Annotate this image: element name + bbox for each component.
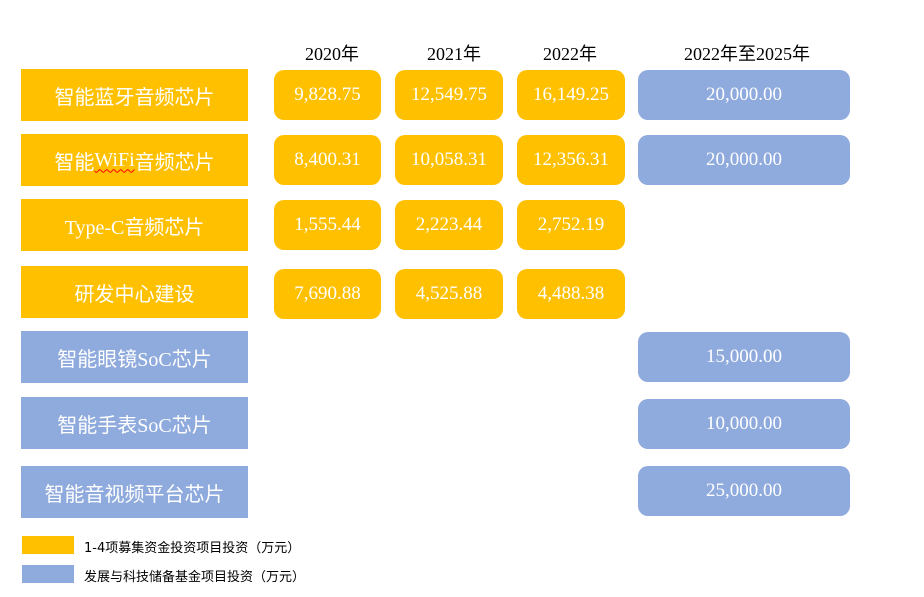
cell-typec-2021: 2,223.44 [395, 200, 503, 250]
cell-rd-2022: 4,488.38 [517, 269, 625, 319]
cell-wifi-2022-2025: 20,000.00 [638, 135, 850, 185]
row-label-watch-soc: 智能手表SoC芯片 [21, 397, 248, 449]
cell-rd-2020: 7,690.88 [274, 269, 381, 319]
cell-rd-2021: 4,525.88 [395, 269, 503, 319]
cell-watch-2022-2025: 10,000.00 [638, 399, 850, 449]
cell-wifi-2021: 10,058.31 [395, 135, 503, 185]
legend-label-fundraising: 1-4项募集资金投资项目投资（万元） [84, 541, 301, 556]
row-label-wifi-post: 音频芯片 [134, 151, 215, 174]
row-label-av-platform-chip: 智能音视频平台芯片 [21, 466, 248, 518]
cell-glasses-2022-2025: 15,000.00 [638, 332, 850, 382]
legend-swatch-fundraising [22, 536, 74, 554]
cell-av-2022-2025: 25,000.00 [638, 466, 850, 516]
cell-bluetooth-2021: 12,549.75 [395, 70, 503, 120]
row-label-rd-center: 研发中心建设 [21, 266, 248, 318]
cell-bluetooth-2022: 16,149.25 [517, 70, 625, 120]
year-header-2022-2025: 2022年至2025年 [684, 44, 810, 64]
legend-swatch-reserve-fund [22, 565, 74, 583]
cell-typec-2022: 2,752.19 [517, 200, 625, 250]
row-label-wifi-audio-chip: 智能 WiFi 音频芯片 [21, 134, 248, 186]
cell-bluetooth-2022-2025: 20,000.00 [638, 70, 850, 120]
row-label-bluetooth-audio-chip: 智能蓝牙音频芯片 [21, 69, 248, 121]
row-label-wifi-mid: WiFi [94, 148, 135, 171]
year-header-2020: 2020年 [305, 44, 359, 64]
cell-wifi-2020: 8,400.31 [274, 135, 381, 185]
row-label-wifi-pre: 智能 [54, 151, 95, 174]
legend-label-reserve-fund: 发展与科技储备基金项目投资（万元） [84, 570, 306, 585]
cell-bluetooth-2020: 9,828.75 [274, 70, 381, 120]
row-label-typec-audio-chip: Type-C音频芯片 [21, 199, 248, 251]
year-header-2022: 2022年 [543, 44, 597, 64]
cell-wifi-2022: 12,356.31 [517, 135, 625, 185]
cell-typec-2020: 1,555.44 [274, 200, 381, 250]
year-header-2021: 2021年 [427, 44, 481, 64]
row-label-glasses-soc: 智能眼镜SoC芯片 [21, 331, 248, 383]
